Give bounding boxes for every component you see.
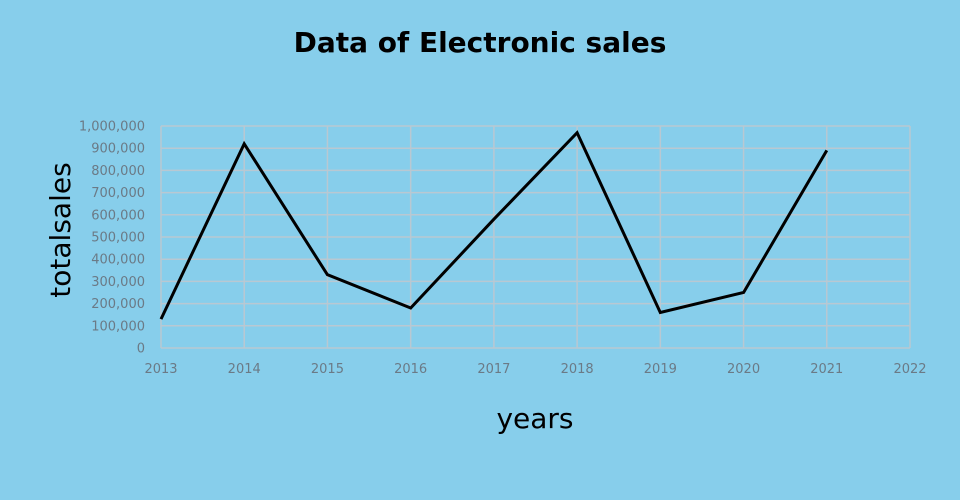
y-axis-title: totalsales [44, 162, 77, 297]
y-tick-labels: 0 100,000 200,000 300,000 400,000 500,000 600,… [79, 120, 145, 357]
y-tick-label: 900,000 [91, 142, 145, 157]
y-tick-label: 400,000 [91, 253, 145, 268]
y-tick-label: 800,000 [91, 164, 145, 179]
x-tick-label: 2020 [727, 362, 760, 377]
x-tick-label: 2016 [394, 362, 427, 377]
y-tick-label: 500,000 [91, 231, 145, 246]
y-tick-label: 300,000 [91, 275, 145, 290]
x-tick-label: 2019 [644, 362, 677, 377]
x-tick-label: 2014 [228, 362, 261, 377]
series-line [159, 130, 829, 320]
x-tick-labels: 2013 2014 2015 2016 2017 2018 2019 2020 2021 2022 [144, 362, 926, 377]
x-tick-label: 2017 [477, 362, 510, 377]
x-tick-label: 2022 [893, 362, 926, 377]
y-tick-label: 1,000,000 [79, 120, 145, 135]
y-tick-label: 200,000 [91, 297, 145, 312]
x-tick-label: 2021 [810, 362, 843, 377]
y-tick-label: 700,000 [91, 186, 145, 201]
grid-lines [160, 125, 911, 349]
series-layer [159, 130, 829, 320]
x-tick-label: 2015 [311, 362, 344, 377]
x-axis-title: years [496, 402, 573, 435]
y-tick-label: 100,000 [91, 319, 145, 334]
x-tick-label: 2018 [561, 362, 594, 377]
x-tick-label: 2013 [144, 362, 177, 377]
chart-title: Data of Electronic sales [293, 26, 667, 59]
y-tick-label: 0 [137, 342, 145, 357]
y-tick-label: 600,000 [91, 208, 145, 223]
